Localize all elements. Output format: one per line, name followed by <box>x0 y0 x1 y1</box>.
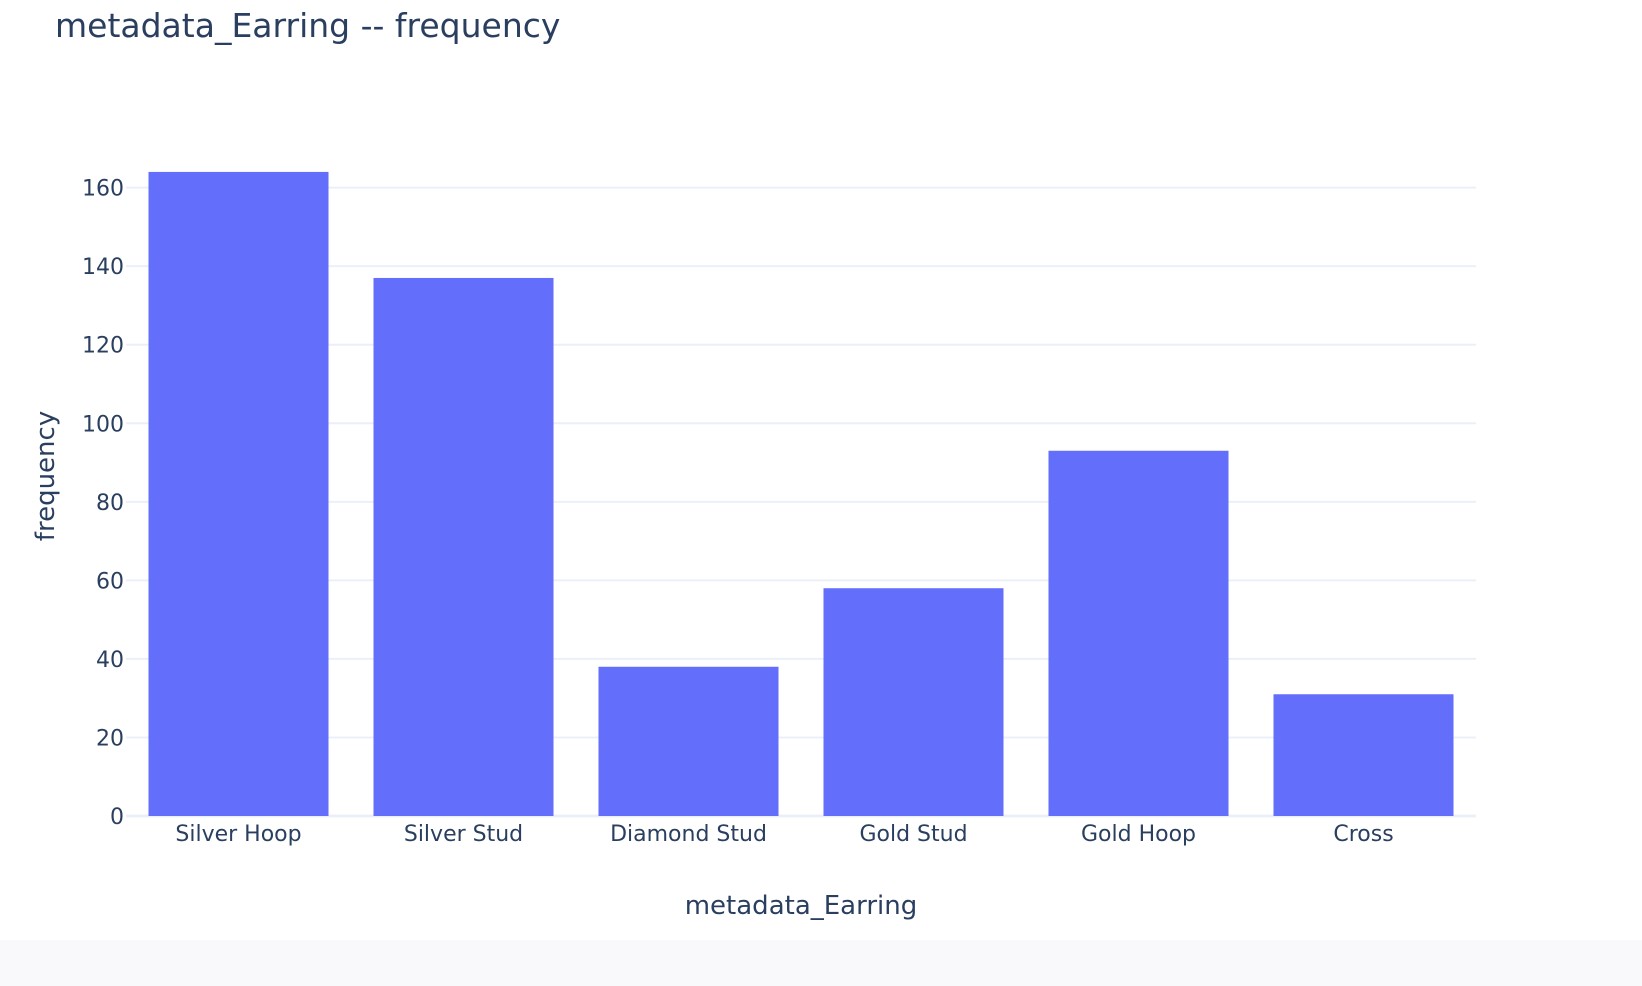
chart-title: metadata_Earring -- frequency <box>55 6 561 45</box>
y-tick-label: 120 <box>82 334 124 359</box>
x-tick-label: Cross <box>1333 822 1393 847</box>
x-axis-ticks: Silver Hoop Silver Stud Diamond Stud Gold S… <box>175 822 1393 847</box>
y-tick-label: 20 <box>96 726 124 751</box>
bar[interactable] <box>148 171 329 817</box>
y-tick-label: 160 <box>82 177 124 202</box>
y-axis-title: frequency <box>31 411 61 541</box>
y-tick-label: 60 <box>96 569 124 594</box>
x-tick-label: Gold Hoop <box>1081 822 1196 847</box>
x-tick-label: Silver Stud <box>404 822 523 847</box>
page-footer-strip <box>0 940 1642 986</box>
bar[interactable] <box>1273 694 1454 816</box>
bar[interactable] <box>373 277 554 816</box>
x-tick-label: Silver Hoop <box>175 822 301 847</box>
y-tick-label: 80 <box>96 491 124 516</box>
x-axis-title: metadata_Earring <box>685 891 918 921</box>
gridlines <box>126 186 1476 818</box>
y-axis-ticks: 0 20 40 60 80 100 120 140 160 <box>82 177 124 830</box>
y-tick-label: 0 <box>110 805 124 830</box>
bar[interactable] <box>1048 450 1229 816</box>
bar[interactable] <box>598 666 779 816</box>
y-tick-label: 140 <box>82 255 124 280</box>
x-tick-label: Diamond Stud <box>610 822 767 847</box>
bar[interactable] <box>823 588 1004 816</box>
y-tick-label: 40 <box>96 648 124 673</box>
bars <box>148 171 1454 817</box>
y-tick-label: 100 <box>82 412 124 437</box>
x-tick-label: Gold Stud <box>859 822 967 847</box>
